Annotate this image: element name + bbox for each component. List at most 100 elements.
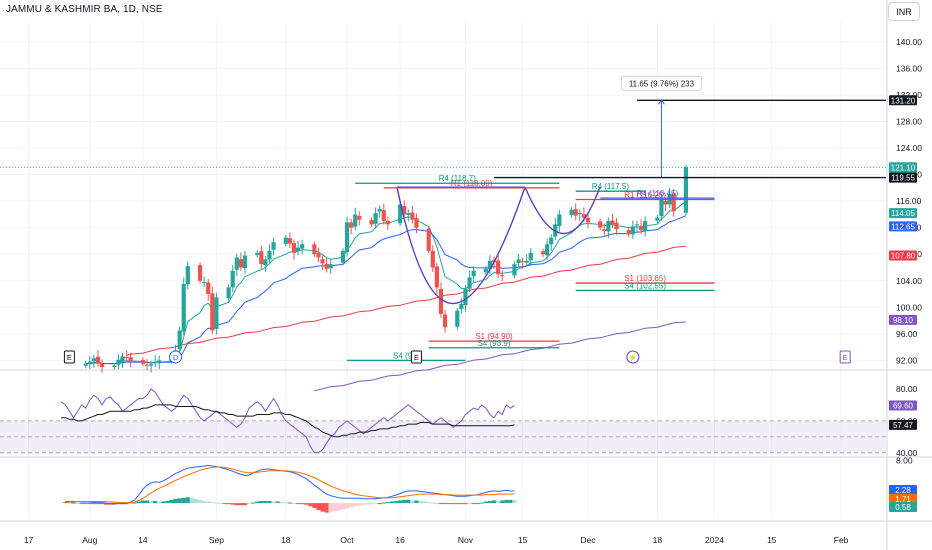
macd-histogram-bar [459,503,464,505]
time-axis[interactable]: 17 Aug 14 Sep 18 Oct 16 Nov 15 Dec 18 2024 15 Feb [24,535,849,545]
pivot-label: S1 (103.65) [624,274,666,283]
currency-button[interactable]: INR [888,2,920,21]
price-projection[interactable]: 11.65 (9.76%) 233 [620,75,702,178]
candle-body [385,221,390,225]
candle-body [569,209,574,215]
candle-body [438,288,444,314]
macd-histogram-bar [267,500,272,504]
macd-histogram-bar [447,503,452,505]
macd-histogram-bar [230,503,235,505]
candle-body [406,213,411,215]
macd-histogram-bar [442,503,448,505]
macd-histogram-bar [479,502,484,504]
candle-body [398,204,403,224]
macd-histogram-bar [202,500,207,504]
candle-body [185,266,190,285]
macd-histogram-bar [344,503,350,509]
macd-histogram-bar [483,501,488,504]
symbol-title[interactable]: JAMMU & KASHMIR BA, 1D, NSE [6,4,163,15]
macd-histogram-bar [410,500,415,504]
macd-histogram-bar [422,501,427,504]
macd-histogram-bar [332,503,337,512]
candle-body [242,255,248,269]
candle-body [512,264,517,276]
macd-histogram-bar [91,503,97,505]
time-tick: 14 [138,535,148,545]
horizontal-lines[interactable] [0,99,886,179]
rsi-badge: 57.47 [893,421,914,430]
candle-body [459,303,464,310]
candle-body [214,297,219,329]
macd-histogram-bar [324,503,329,513]
macd-histogram-bar [246,503,252,505]
price-tick: 116.00 [896,196,922,206]
rsi-badge-bg [889,419,917,430]
candles [83,164,689,373]
macd-histogram-bar [312,503,317,508]
macd-histogram-bar [357,503,362,506]
signal-line [65,466,515,504]
price-badge: 98.10 [893,316,914,325]
macd-histogram-bar [132,502,137,504]
macd-histogram-bar [238,503,243,506]
rsi-pane[interactable] [0,388,886,454]
macd-histogram-bar [255,501,260,504]
pivot-label: S1 (94.90) [475,332,513,341]
macd-histogram-bar [161,501,166,504]
macd-histogram-bar [373,503,378,505]
macd-histogram-bar [169,499,174,504]
macd-histogram-bar [67,502,72,504]
macd-pane[interactable] [63,464,517,513]
candle-body [312,244,317,255]
price-badge: 112.65 [891,222,915,231]
time-tick: 2024 [705,535,724,545]
candle-body [402,206,407,215]
candle-body [516,259,521,264]
macd-histogram-bar [87,503,92,505]
price-tick: 124.00 [896,143,922,153]
time-tick: Oct [340,535,354,545]
candle-body [340,250,346,263]
macd-histogram-bar [475,503,480,505]
event-markers[interactable]: E D E ⚡ E [63,350,851,364]
macd-histogram-bar [242,503,248,506]
candle-body [626,230,631,235]
candle-body [177,330,182,349]
macd-histogram-bar [316,503,321,510]
rsi-badge: 69.60 [893,402,914,411]
candle-body [140,360,146,364]
candle-body [455,310,460,327]
candle-body [671,193,676,212]
macd-histogram-bar [193,498,199,504]
candle-body [197,265,203,281]
macd-histogram-bar [259,500,264,504]
candle-body [381,210,386,222]
candle-body [153,361,158,364]
macd-histogram-bar [369,503,374,505]
macd-histogram-bar [385,502,390,504]
price-axis[interactable]: 140.00136.00132.00128.00124.00120.00116.… [888,37,923,513]
pivot-label: R4 (116.45) [637,189,679,198]
price-badge-bg [889,221,917,232]
macd-histogram-bar [430,502,435,504]
macd-histogram-bar [197,499,203,504]
candle-body [614,222,619,229]
macd-badge-bg [889,494,917,505]
macd-histogram-bar [214,502,219,504]
price-badge-bg [889,314,917,325]
macd-histogram-bar [295,503,301,505]
pivot-levels: R1 (118.00)R4 (118.7)R1 (116.25)R4 (117.… [347,174,715,362]
price-tick: 132.00 [896,90,922,100]
candle-body [291,243,297,253]
macd-histogram-bar [234,503,239,506]
event-marker-split: ⚡ [628,353,637,362]
candle-body [549,237,554,245]
time-tick: Feb [834,535,849,545]
candle-body [344,222,350,252]
pivot-label: S4 (92) [393,351,420,360]
candle-body [369,220,374,225]
macd-badge: 0.58 [895,503,911,512]
candle-body [602,229,607,231]
candle-body [377,209,382,212]
